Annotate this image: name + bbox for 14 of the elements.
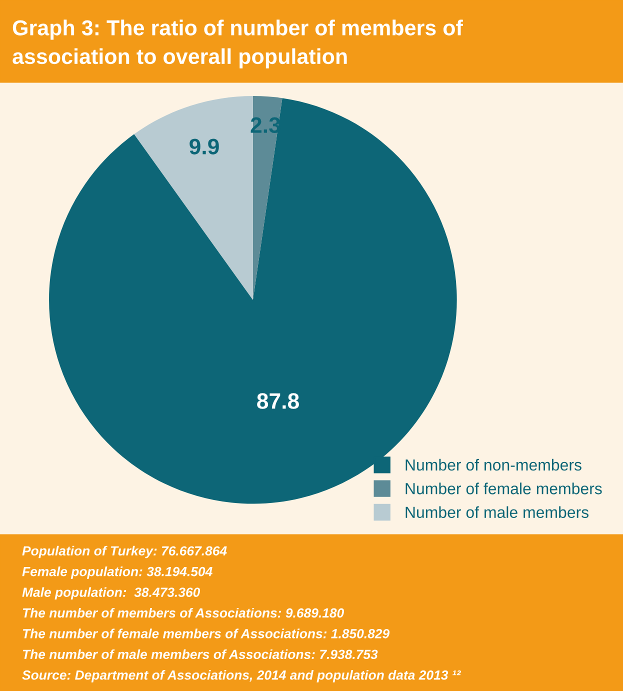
text: The number of female members of Associations: 1.850.829 (22, 628, 390, 638)
data-label: 9.9 (190, 138, 219, 154)
text: The number of members of Associations: 9.689.180 (22, 608, 344, 618)
text: Female population: 38.194.504 (22, 566, 212, 579)
pie-slice (252, 96, 282, 300)
legend-label: Number of non-members (406, 458, 582, 471)
text: Male population: 38.473.360 (22, 587, 200, 600)
legend-label: Number of male members (406, 506, 589, 518)
text: The number of male members of Associations: 7.938.753 (22, 649, 378, 660)
source-note: Source: Department of Associations, 2014 and population data 2013 ¹² (22, 670, 461, 682)
text: Population of Turkey: 76.667.864 (22, 546, 227, 558)
legend-label: Number of female members (406, 482, 602, 494)
chart-title: Graph 3: The ratio of number of members of association to overall population (12, 20, 463, 68)
data-label: 87.8 (257, 393, 299, 409)
